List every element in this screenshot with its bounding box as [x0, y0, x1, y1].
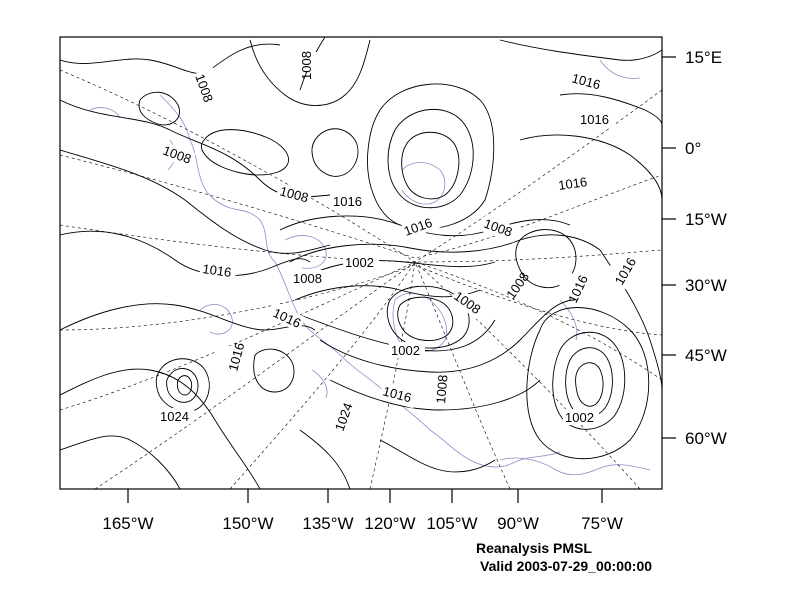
contour-labels: 1008 1008 1008 1008 1016 1016 1016 1016 … [160, 51, 639, 433]
contour-label: 1008 [293, 271, 322, 286]
lat-label: 0° [685, 139, 701, 158]
lon-label: 120°W [364, 514, 415, 533]
lat-label: 30°W [685, 276, 727, 295]
lat-label: 15°E [685, 48, 722, 67]
lon-label: 75°W [581, 514, 623, 533]
contour-label: 1002 [391, 343, 420, 358]
lon-label: 105°W [426, 514, 477, 533]
isobars [60, 37, 662, 489]
contour-label: 1016 [225, 341, 247, 373]
lat-label: 45°W [685, 346, 727, 365]
label-halos [158, 52, 645, 431]
bottom-axis-labels: 165°W 150°W 135°W 120°W 105°W 90°W 75°W [102, 514, 622, 533]
contour-label: 1008 [433, 374, 450, 404]
contour-label: 1024 [160, 409, 189, 424]
contour-label: 1002 [345, 255, 374, 270]
contour-label: 1016 [333, 194, 362, 209]
contour-label: 1016 [557, 174, 588, 193]
bottom-axis-ticks [127, 489, 603, 503]
right-axis-ticks [662, 56, 676, 439]
contour-label: 1016 [580, 112, 609, 127]
lon-label: 165°W [102, 514, 153, 533]
contour-label: 1008 [278, 183, 310, 205]
map-title: Reanalysis PMSL [476, 540, 592, 556]
right-axis-labels: 15°E 0° 15°W 30°W 45°W 60°W [685, 48, 727, 448]
lon-label: 135°W [302, 514, 353, 533]
contour-label: 1002 [565, 410, 594, 425]
lat-label: 15°W [685, 210, 727, 229]
contour-label: 1016 [381, 383, 413, 405]
lon-label: 150°W [222, 514, 273, 533]
lat-label: 60°W [685, 429, 727, 448]
valid-time: Valid 2003-07-29_00:00:00 [480, 558, 653, 574]
contour-label: 1008 [299, 51, 314, 80]
contour-label: 1016 [202, 261, 233, 280]
map-frame [59, 36, 663, 490]
lon-label: 90°W [497, 514, 539, 533]
contour-label: 1016 [570, 70, 602, 92]
